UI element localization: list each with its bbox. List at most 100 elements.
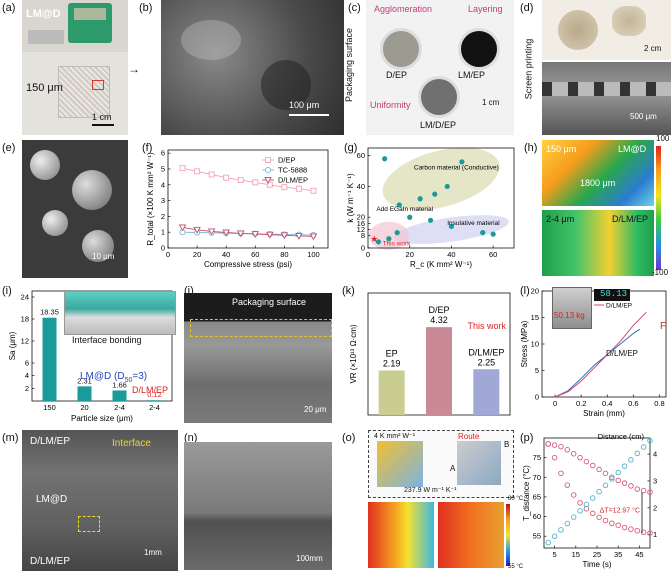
- y-tick-label: 70: [533, 473, 541, 482]
- data-point: [178, 224, 187, 232]
- x-tick-label: 20: [193, 250, 201, 259]
- data-point: [583, 458, 590, 465]
- data-point: [266, 181, 273, 188]
- data-point: [179, 165, 186, 172]
- data-point: [634, 527, 641, 534]
- data-label: 18.35: [40, 308, 59, 317]
- data-point: [609, 476, 615, 482]
- data-point: [602, 517, 609, 524]
- data-point: [264, 166, 272, 174]
- scale-label: 20 μm: [304, 405, 327, 414]
- panel-label: (p): [520, 432, 534, 444]
- x-tick-label: 5: [553, 550, 557, 559]
- arrow-icon: →: [128, 62, 140, 76]
- y-tick-label: 1: [161, 228, 165, 237]
- panel-l: (l) 0 0.2 0.4 0.6 0.8 0 5 10 15 20 Strain (mm) Stre…: [514, 283, 671, 428]
- scale-label-2: 500 μm: [630, 112, 657, 121]
- colorbar: [656, 146, 661, 270]
- data-point: [208, 171, 215, 178]
- bar: [112, 390, 127, 401]
- x-tick-label: 80: [280, 250, 288, 259]
- panel-o: (o) 4 K mm² W⁻¹ 237.9 W m⁻¹ K⁻¹ Route A …: [338, 430, 523, 571]
- x-tick-label: 150: [43, 403, 56, 412]
- x-tick-label: 100: [307, 250, 320, 259]
- uniformity-label: Uniformity: [370, 100, 411, 110]
- panel-d: (d) Screen printing 2 cm 500 μm: [520, 0, 671, 135]
- series-line: [182, 167, 314, 192]
- data-point: [615, 469, 621, 476]
- y-tick-label: 10: [531, 340, 539, 349]
- this-work-marker: ★: [370, 234, 378, 244]
- sample-photo: [22, 52, 128, 135]
- data-point: [621, 524, 628, 531]
- y-tick-label: 3: [161, 196, 165, 205]
- panel-p: (p) 5 15 25 35 45 55 60 65 70 75 Time (s) T_distanc…: [514, 430, 671, 571]
- red-label: D/LM/EP: [132, 385, 169, 395]
- panel-m: (m) D/LM/EP Interface LM@D D/LM/EP 1mm: [0, 430, 178, 571]
- data-point: [647, 489, 653, 495]
- y-tick-label: 5: [161, 164, 165, 173]
- data-point: [310, 187, 317, 194]
- layering-label: Layering: [468, 4, 503, 14]
- agglomeration-label: Agglomeration: [374, 4, 433, 14]
- region-insulative: [393, 215, 509, 244]
- printed-pattern: [542, 0, 671, 60]
- surface-map-bottom: [542, 210, 654, 276]
- x-tick-label: 60: [251, 250, 259, 259]
- side-label: Packaging surface: [344, 27, 355, 103]
- series-line: [182, 227, 314, 237]
- bar: [42, 317, 57, 401]
- data-point: [222, 229, 230, 237]
- y-tick-label: 20: [531, 287, 539, 296]
- point-b: B: [504, 440, 510, 449]
- data-point: [480, 230, 486, 236]
- data-point: [640, 487, 647, 494]
- data-point: [551, 454, 558, 461]
- inset-label: Interface bonding: [72, 335, 142, 345]
- point-a: A: [450, 464, 456, 473]
- data-point: [628, 526, 634, 532]
- side-label: Screen printing: [523, 38, 534, 100]
- map-bottom-right: D/LM/EP: [612, 214, 649, 224]
- data-point: [602, 482, 609, 489]
- x-tick-label: 0: [553, 399, 557, 408]
- y-tick-label: 2: [161, 212, 165, 221]
- force-label: F: [660, 321, 667, 332]
- data-point: [375, 239, 382, 245]
- data-label: 2.25: [478, 357, 496, 367]
- data-point: [647, 437, 653, 444]
- panel-label: (m): [2, 432, 19, 444]
- data-point: [564, 482, 571, 488]
- data-point: [634, 486, 641, 492]
- panel-label: (b): [139, 2, 153, 14]
- data-point: [577, 454, 583, 461]
- data-point: [647, 530, 653, 536]
- x-tick-label: 20: [406, 250, 414, 259]
- bar: [77, 386, 92, 401]
- data-point: [640, 444, 647, 450]
- y-tick-label: 0: [535, 393, 539, 402]
- data-point: [386, 236, 392, 242]
- chart-p: 5 15 25 35 45 55 60 65 70 75 Time (s) T_distance (°…: [522, 432, 657, 569]
- data-point: [252, 179, 259, 186]
- x-axis-label: R_c (K mm² W⁻¹): [410, 260, 472, 269]
- y-tick-label: 65: [533, 492, 541, 501]
- data-point: [309, 233, 318, 241]
- panel-label: (e): [2, 142, 16, 154]
- x-tick-label: 0.6: [628, 399, 638, 408]
- data-point: [427, 217, 434, 223]
- x-axis-label: Time (s): [582, 560, 611, 569]
- data-point: [570, 450, 577, 457]
- x-tick-label: 0.4: [602, 399, 612, 408]
- x-tick-label: 15: [572, 550, 580, 559]
- data-point: [615, 522, 621, 528]
- data-point: [396, 202, 402, 208]
- panel-label: (i): [2, 285, 12, 297]
- k1-label: 4 K mm² W⁻¹: [374, 433, 416, 440]
- y-axis-label: VR (×10¹³ Ω·cm): [349, 324, 358, 383]
- y-tick-label: 4: [161, 180, 165, 189]
- x-tick-label: 35: [614, 550, 622, 559]
- legend-label: D/EP: [278, 156, 296, 165]
- x-tick-label: 45: [635, 550, 643, 559]
- data-point: [394, 230, 400, 236]
